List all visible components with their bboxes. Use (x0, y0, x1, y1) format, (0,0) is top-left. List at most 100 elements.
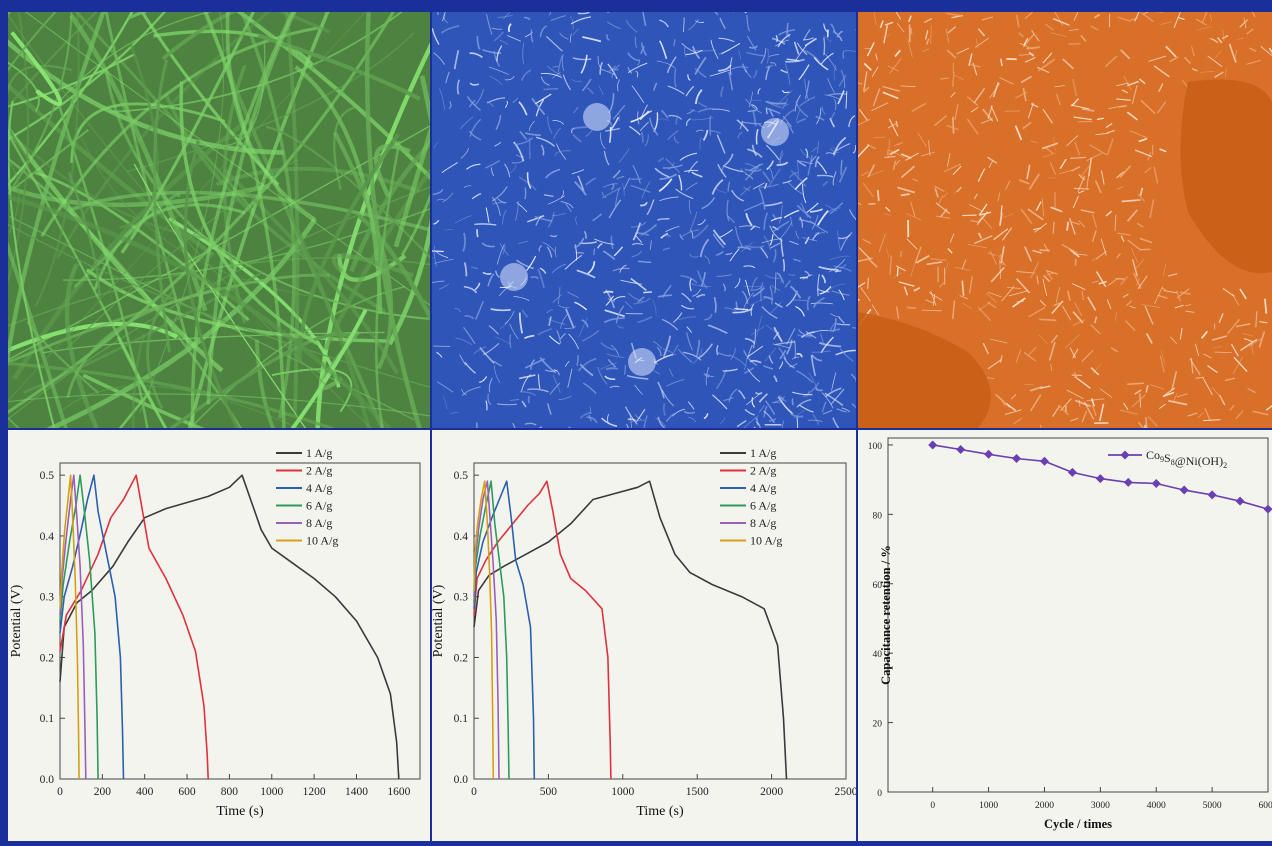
nanosheet-edge (1024, 384, 1033, 385)
y-tick-label: 0.3 (40, 592, 55, 604)
legend-label: 1 A/g (306, 446, 332, 460)
y-tick-label: 0.4 (40, 531, 55, 543)
x-tick-label: 1400 (345, 786, 368, 798)
series-point (928, 440, 937, 449)
nanosheet-edge (1039, 319, 1056, 320)
y-tick-label: 0.0 (40, 774, 55, 786)
legend-label: 6 A/g (306, 499, 332, 513)
y-tick-label: 0.5 (40, 470, 55, 482)
series-point (1068, 468, 1077, 477)
y-tick-label: 20 (873, 720, 883, 730)
y-tick-label: 80 (873, 511, 883, 521)
legend-label: 8 A/g (750, 516, 776, 530)
x-tick-label: 2000 (760, 786, 783, 798)
y-axis-label: Capacitance retention / % (879, 545, 893, 685)
nanosheet-edge (544, 89, 559, 90)
nanosheet-edge (1078, 121, 1093, 122)
series-point (1040, 457, 1049, 466)
nanosheet-edge (824, 38, 825, 56)
x-axis-label: Cycle / times (1044, 817, 1112, 831)
x-tick-label: 1000 (611, 786, 634, 798)
cluster-spot (628, 348, 656, 376)
x-tick-label: 0 (930, 801, 935, 811)
nanosheet-edge (953, 117, 954, 134)
series-point (1264, 505, 1272, 514)
x-tick-label: 200 (94, 786, 112, 798)
nanosheet-edge (787, 23, 788, 36)
legend-marker (1121, 451, 1130, 460)
nanosheet-edge (911, 28, 912, 35)
nanosheet-edge (874, 137, 886, 138)
y-tick-label: 0.3 (454, 592, 469, 604)
nanosheet-edge (907, 307, 916, 308)
series-line (474, 481, 787, 779)
x-tick-label: 400 (136, 786, 154, 798)
nanosheet-edge (878, 190, 879, 201)
nanosheet-edge (901, 251, 902, 257)
series-point (1208, 490, 1217, 499)
cycling-chart: 0100020003000400050006000020406080100Cyc… (858, 430, 1272, 841)
nanosheet-edge (710, 116, 711, 136)
legend-label: 2 A/g (750, 464, 776, 478)
nanosheet-edge (897, 268, 898, 277)
blue-nanosheet-micrograph (432, 12, 856, 428)
plot-frame (60, 463, 420, 779)
x-axis-label: Time (s) (636, 804, 684, 819)
legend-label: 2 A/g (306, 464, 332, 478)
series-point (1236, 497, 1245, 506)
cluster-spot (761, 118, 789, 146)
series-point (1124, 478, 1133, 487)
series-point (1180, 486, 1189, 495)
series-line (60, 475, 124, 779)
green-fiber-micrograph (8, 12, 430, 428)
series-point (1096, 474, 1105, 483)
series-line (60, 475, 79, 779)
legend-label: 1 A/g (750, 446, 776, 460)
nanosheet-edge (1001, 205, 1002, 213)
nanosheet-edge (1119, 106, 1127, 107)
x-tick-label: 800 (221, 786, 239, 798)
nanosheet-edge (477, 229, 478, 237)
nanosheet-edge (1127, 383, 1144, 384)
x-tick-label: 5000 (1203, 801, 1222, 811)
y-tick-label: 0 (877, 789, 882, 799)
x-tick-label: 1200 (303, 786, 326, 798)
y-axis-label: Potential (V) (432, 584, 446, 657)
series-line (60, 475, 399, 779)
cluster-spot (500, 263, 528, 291)
nanosheet-edge (643, 292, 652, 293)
x-tick-label: 4000 (1147, 801, 1166, 811)
nanosheet-edge (432, 251, 444, 252)
legend-label: 4 A/g (750, 481, 776, 495)
x-tick-label: 1500 (686, 786, 709, 798)
y-tick-label: 0.1 (40, 713, 55, 725)
y-tick-label: 0.4 (454, 531, 469, 543)
x-tick-label: 3000 (1091, 801, 1110, 811)
x-tick-label: 1000 (260, 786, 283, 798)
y-tick-label: 0.5 (454, 470, 469, 482)
y-tick-label: 100 (868, 442, 883, 452)
x-tick-label: 500 (540, 786, 558, 798)
x-axis-label: Time (s) (216, 804, 264, 819)
orange-nanosheet-image (858, 12, 1272, 428)
legend-label: Co9S8@Ni(OH)2 (1146, 448, 1227, 470)
y-tick-label: 0.0 (454, 774, 469, 786)
series-point (1152, 479, 1161, 488)
x-tick-label: 600 (178, 786, 196, 798)
blue-nanosheet-image (432, 12, 856, 428)
nanosheet-edge (792, 399, 793, 405)
nanosheet-edge (1075, 259, 1076, 266)
nanosheet-edge (922, 310, 942, 311)
x-tick-label: 1600 (387, 786, 410, 798)
legend-label: 8 A/g (306, 516, 332, 530)
y-tick-label: 0.2 (454, 652, 469, 664)
y-axis-label: Potential (V) (9, 584, 24, 657)
cycling-chart-panel: 0100020003000400050006000020406080100Cyc… (858, 430, 1272, 841)
series-point (956, 445, 965, 454)
legend-label: 10 A/g (750, 534, 782, 548)
cluster-spot (583, 103, 611, 131)
